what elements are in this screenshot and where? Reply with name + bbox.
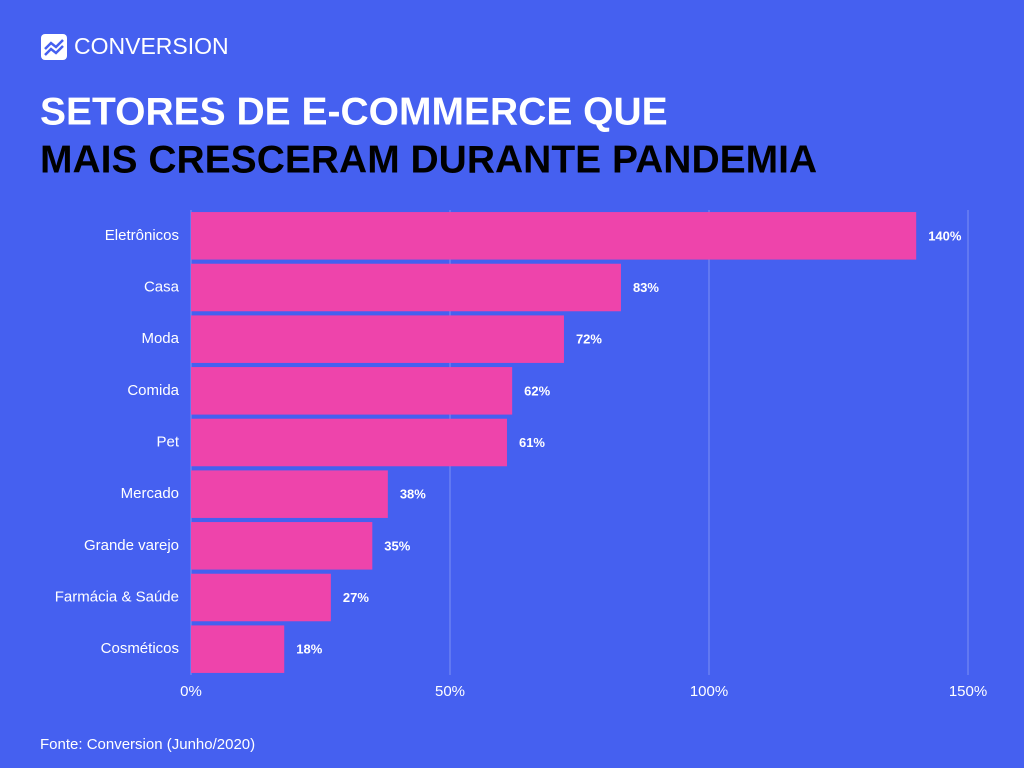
category-label: Mercado bbox=[121, 485, 179, 502]
brand: CONVERSION bbox=[74, 33, 229, 59]
x-tick-label: 100% bbox=[690, 683, 728, 700]
bar bbox=[191, 212, 917, 260]
category-label: Farmácia & Saúde bbox=[55, 588, 179, 605]
value-label: 62% bbox=[524, 383, 550, 398]
bar bbox=[191, 418, 507, 467]
value-label: 72% bbox=[576, 332, 602, 347]
bar bbox=[191, 573, 331, 622]
category-label: Comida bbox=[127, 382, 179, 399]
bar bbox=[191, 367, 513, 415]
source: Fonte: Conversion (Junho/2020) bbox=[40, 736, 255, 753]
category-label: Pet bbox=[156, 433, 179, 450]
value-label: 140% bbox=[928, 228, 962, 243]
category-label: Moda bbox=[141, 330, 179, 347]
x-tick-label: 0% bbox=[180, 683, 202, 700]
category-label: Casa bbox=[144, 278, 180, 295]
value-label: 27% bbox=[343, 590, 369, 605]
bar bbox=[191, 263, 621, 312]
value-label: 83% bbox=[633, 280, 659, 295]
category-label: Eletrônicos bbox=[105, 227, 179, 244]
bar bbox=[191, 315, 564, 363]
x-tick-label: 50% bbox=[435, 683, 465, 700]
value-label: 61% bbox=[519, 435, 545, 450]
value-label: 38% bbox=[400, 487, 426, 502]
value-label: 35% bbox=[384, 538, 410, 553]
value-label: 18% bbox=[296, 642, 322, 657]
logo-icon bbox=[41, 34, 67, 60]
bar bbox=[191, 522, 373, 570]
chart-title: SETORES DE E-COMMERCE QUE bbox=[40, 90, 668, 133]
chart-subtitle: MAIS CRESCERAM DURANTE PANDEMIA bbox=[40, 138, 817, 181]
category-label: Grande varejo bbox=[84, 537, 179, 554]
bar bbox=[191, 625, 285, 673]
bar bbox=[191, 470, 388, 518]
x-tick-label: 150% bbox=[949, 683, 987, 700]
category-label: Cosméticos bbox=[101, 640, 179, 657]
